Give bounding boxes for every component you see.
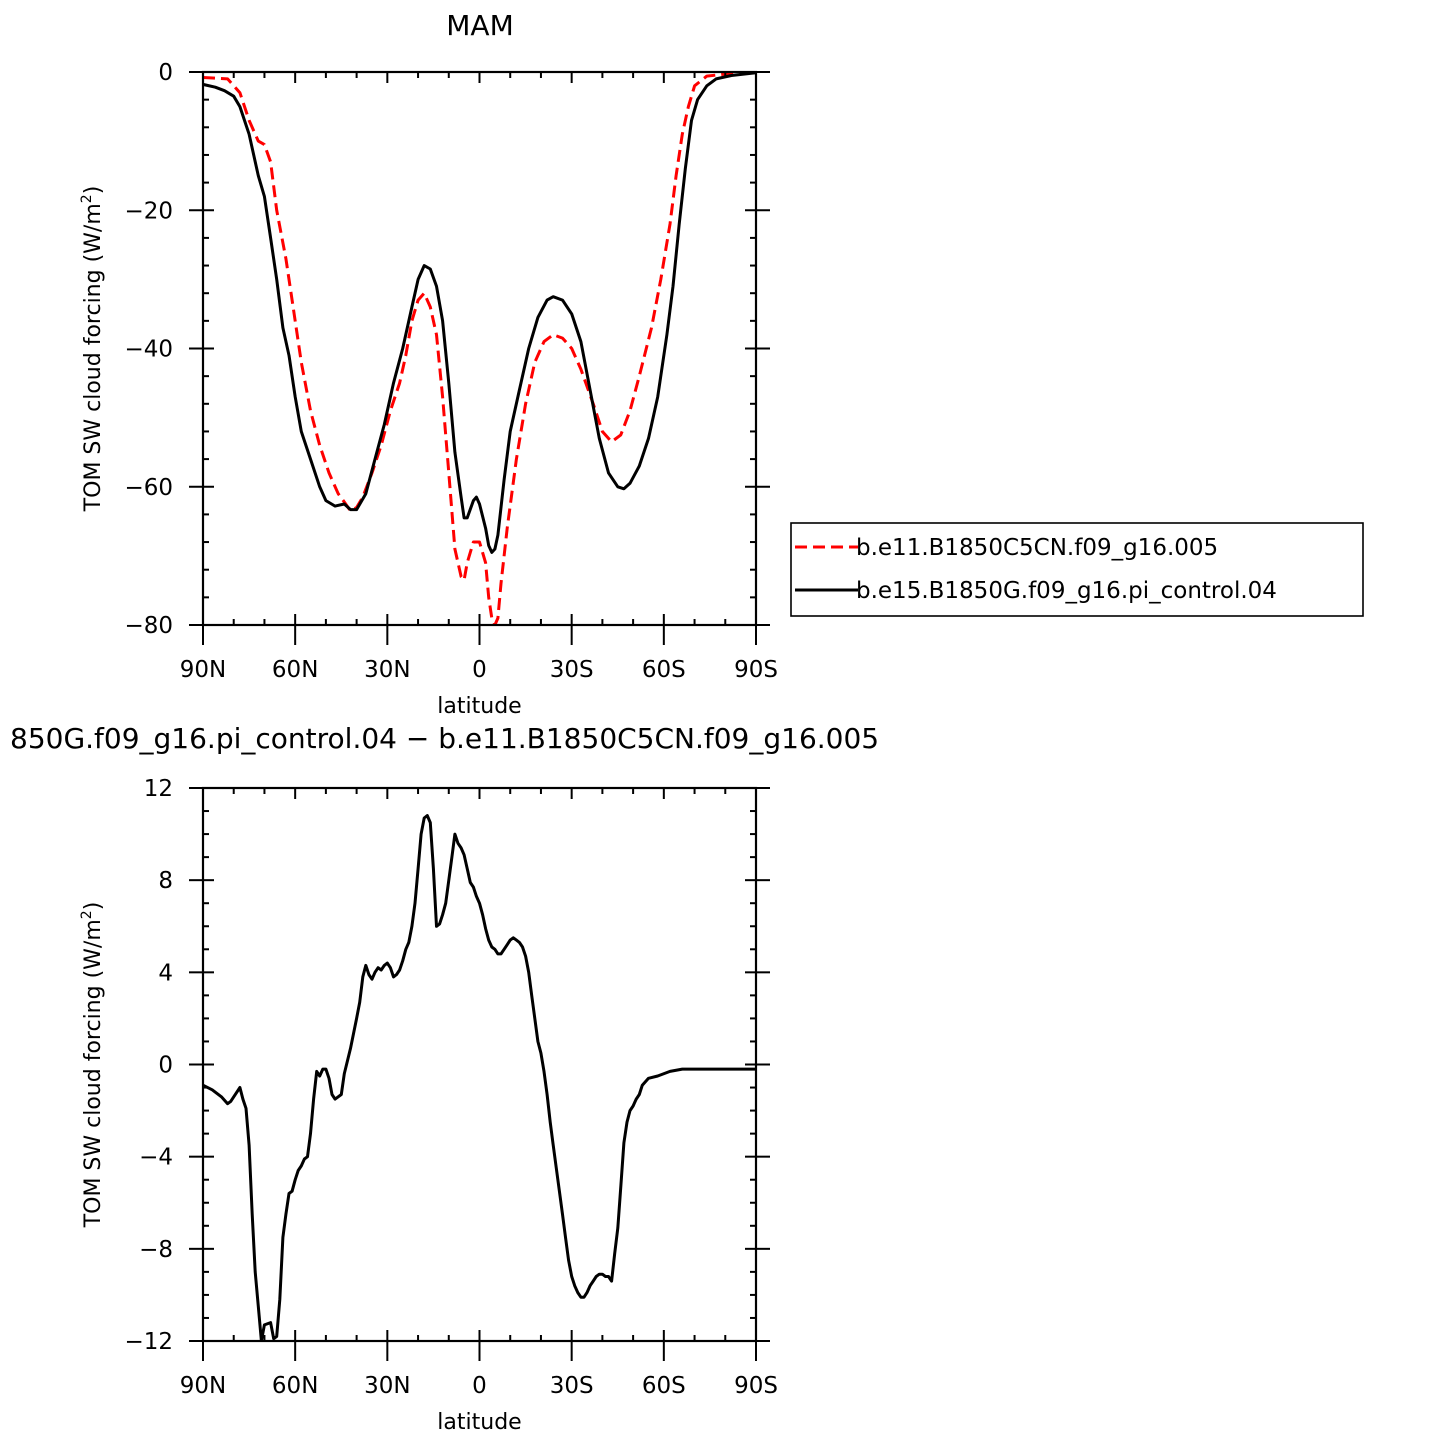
legend-label-1: b.e11.B1850C5CN.f09_g16.005	[856, 535, 1218, 561]
y-tick-label: 0	[158, 60, 173, 86]
legend: b.e11.B1850C5CN.f09_g16.005 b.e15.B1850G.…	[790, 522, 1364, 617]
y-tick-label: −40	[124, 337, 173, 363]
x-tick-label: 60S	[642, 1373, 686, 1399]
x-tick-label: 0	[472, 1373, 487, 1399]
chart-title: MAM	[446, 9, 513, 42]
y-axis-label: TOM SW cloud forcing (W/m2)	[79, 186, 106, 513]
x-tick-label: 90N	[180, 657, 226, 683]
series-line-1	[203, 72, 756, 625]
y-axis-label-text: TOM SW cloud forcing (W/m	[81, 203, 106, 512]
x-tick-label: 0	[472, 657, 487, 683]
x-tick-label: 30N	[364, 1373, 410, 1399]
x-tick-label: 90N	[180, 1373, 226, 1399]
x-tick-label: 60N	[272, 1373, 318, 1399]
series-line-1	[203, 814, 756, 1341]
y-tick-label: −20	[124, 198, 173, 224]
y-tick-label: −80	[124, 613, 173, 639]
y-axis-label-superscript: 2	[79, 910, 95, 919]
legend-box	[790, 522, 1364, 617]
y-tick-label: −60	[124, 475, 173, 501]
y-axis-label: TOM SW cloud forcing (W/m2)	[79, 902, 106, 1229]
y-axis-label-close: )	[81, 902, 106, 911]
x-tick-label: 30N	[364, 657, 410, 683]
series-line-2	[203, 72, 756, 554]
plot-frame	[201, 786, 758, 1343]
y-tick-label: −12	[124, 1329, 173, 1355]
chart-title: 850G.f09_g16.pi_control.04 − b.e11.B1850…	[10, 722, 879, 755]
legend-label-2: b.e15.B1850G.f09_g16.pi_control.04	[856, 578, 1277, 604]
x-axis-label: latitude	[437, 694, 521, 719]
y-tick-label: 8	[158, 868, 173, 894]
y-tick-label: 12	[144, 776, 173, 802]
x-axis-label: latitude	[437, 1410, 521, 1435]
y-axis-label-superscript: 2	[79, 194, 95, 203]
y-tick-label: −8	[139, 1237, 173, 1263]
top-panel: MAM 90N 60N 30N 0 30S 60S 90S −80 −60 −40 −20 0 latit…	[79, 9, 1364, 719]
y-axis-label-close: )	[81, 186, 106, 195]
x-tick-label: 60S	[642, 657, 686, 683]
x-tick-label: 90S	[734, 1373, 778, 1399]
y-axis-label-text: TOM SW cloud forcing (W/m	[81, 919, 106, 1228]
y-tick-label: 0	[158, 1053, 173, 1079]
series-group	[203, 814, 756, 1341]
x-tick-label: 90S	[734, 657, 778, 683]
x-tick-label: 30S	[550, 657, 594, 683]
x-tick-label: 60N	[272, 657, 318, 683]
x-tick-label: 30S	[550, 1373, 594, 1399]
series-group	[203, 72, 756, 625]
y-tick-label: 4	[158, 960, 173, 986]
bottom-panel: 850G.f09_g16.pi_control.04 − b.e11.B1850…	[10, 722, 879, 1435]
y-tick-label: −4	[139, 1145, 173, 1171]
